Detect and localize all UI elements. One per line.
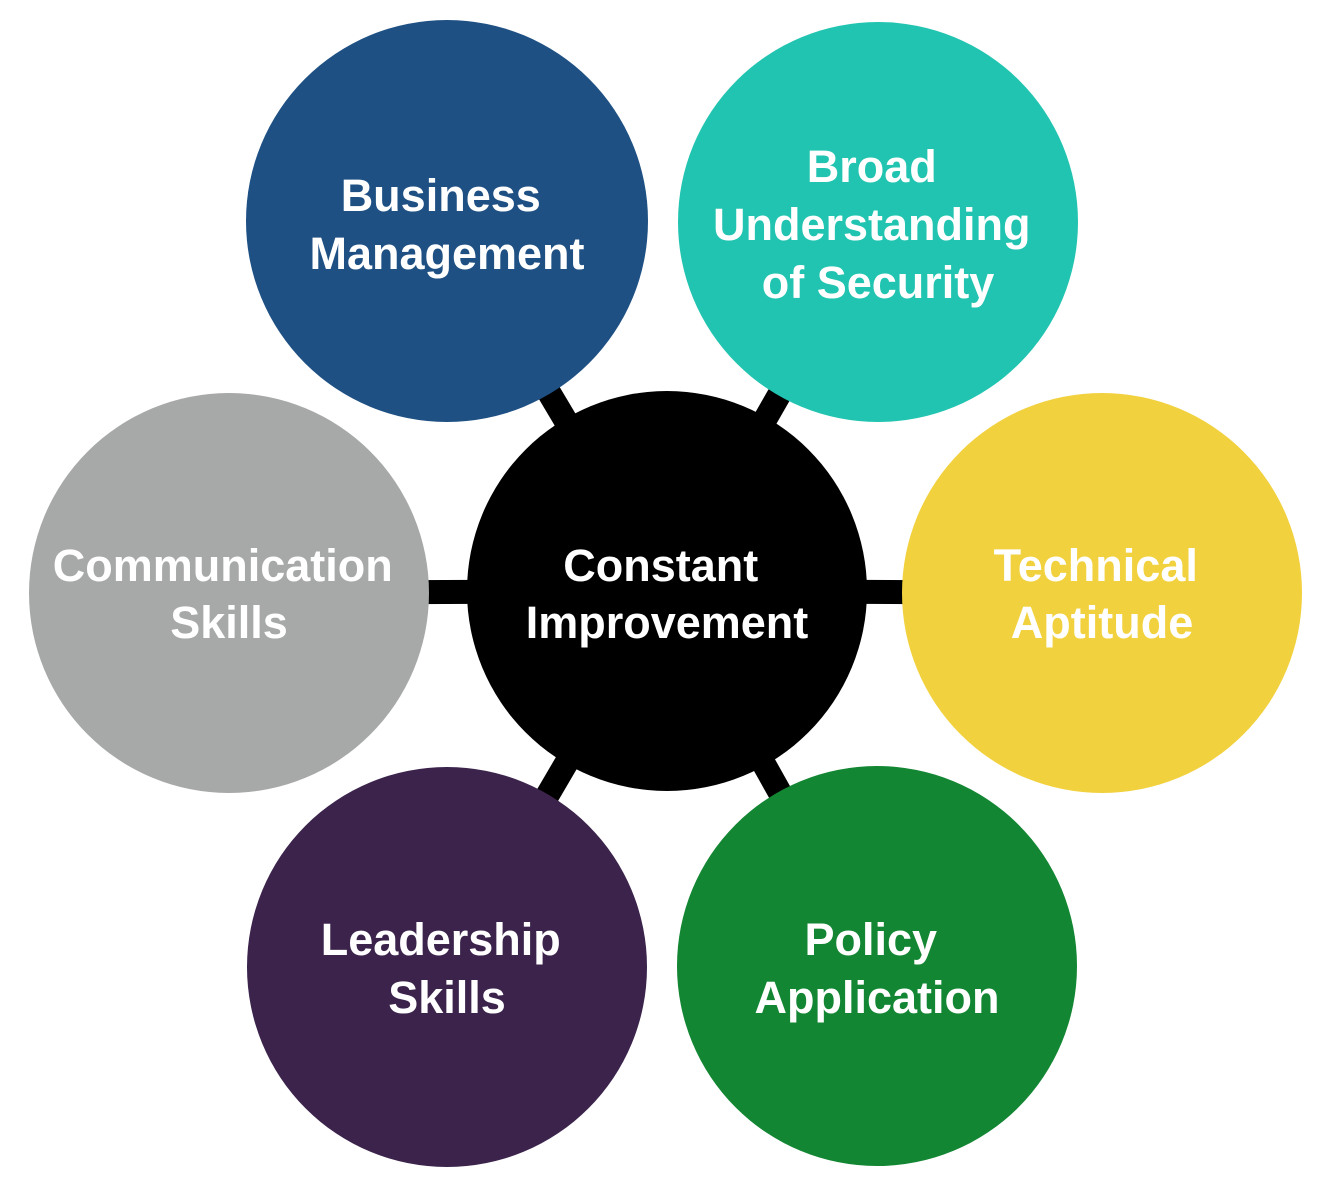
center-node: Constant Improvement	[467, 391, 867, 791]
center-label-line: Constant	[563, 540, 758, 591]
node-label-line: Communication	[53, 540, 393, 591]
node-business-management: Business Management	[246, 20, 648, 422]
node-circle	[246, 20, 648, 422]
node-label-line: Management	[309, 228, 584, 279]
node-leadership-skills: Leadership Skills	[247, 767, 647, 1167]
node-circle	[902, 393, 1302, 793]
center-circle	[467, 391, 867, 791]
node-label: Communication Skills	[53, 540, 406, 648]
node-label: Broad Understanding of Security	[713, 141, 1043, 308]
node-technical-aptitude: Technical Aptitude	[902, 393, 1302, 793]
node-label-line: of Security	[762, 257, 995, 308]
node-label-line: Technical	[994, 540, 1198, 591]
node-label-line: Skills	[170, 597, 288, 648]
node-label-line: Skills	[388, 972, 506, 1023]
node-label-line: Understanding	[713, 199, 1031, 250]
node-policy-application: Policy Application	[677, 766, 1077, 1166]
node-label-line: Leadership	[321, 914, 561, 965]
node-circle	[677, 766, 1077, 1166]
center-label: Constant Improvement	[526, 540, 809, 648]
node-label-line: Broad	[807, 141, 937, 192]
center-label-line: Improvement	[526, 597, 809, 648]
node-label: Leadership Skills	[321, 914, 574, 1023]
node-label: Policy Application	[755, 914, 1000, 1023]
node-broad-understanding-of-security: Broad Understanding of Security	[678, 22, 1078, 422]
node-label-line: Policy	[804, 914, 937, 965]
node-circle	[678, 22, 1078, 422]
node-communication-skills: Communication Skills	[29, 393, 429, 793]
node-label: Business Management	[309, 170, 584, 279]
node-circle	[29, 393, 429, 793]
node-label-line: Application	[755, 972, 1000, 1023]
node-label: Technical Aptitude	[994, 540, 1211, 648]
node-label-line: Business	[341, 170, 541, 221]
node-circle	[247, 767, 647, 1167]
node-label-line: Aptitude	[1011, 597, 1193, 648]
